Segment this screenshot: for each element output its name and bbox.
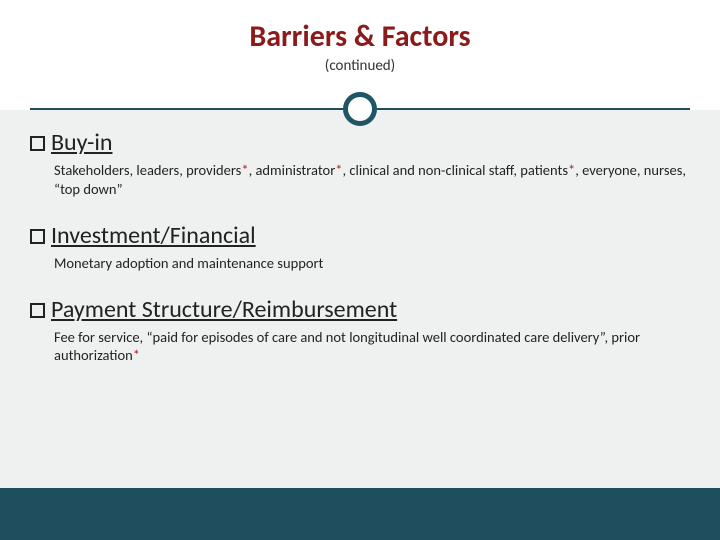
desc-part: Monetary adoption and maintenance suppor… [54,254,323,272]
checkbox-bullet-icon [30,229,45,244]
slide-subtitle: (continued) [0,57,720,75]
desc-part: Fee for service, “paid for episodes of c… [54,328,640,365]
footer-bar [0,488,720,540]
heading-text: Buy-in [51,128,112,157]
desc-part: , clinical and non-clinical staff, patie… [342,161,568,179]
checkbox-bullet-icon [30,303,45,318]
slide: Barriers & Factors (continued) Buy-in St… [0,0,720,540]
slide-title: Barriers & Factors [0,18,720,55]
asterisk-icon: * [133,346,140,364]
item-description: Stakeholders, leaders, providers*, admin… [54,161,690,199]
content: Buy-in Stakeholders, leaders, providers*… [30,128,690,387]
checkbox-bullet-icon [30,136,45,151]
item-description: Monetary adoption and maintenance suppor… [54,254,690,273]
list-item: Buy-in Stakeholders, leaders, providers*… [30,128,690,199]
asterisk-icon: * [241,161,248,179]
list-item: Investment/Financial Monetary adoption a… [30,221,690,273]
desc-part: Stakeholders, leaders, providers [54,161,241,179]
item-heading: Investment/Financial [30,221,690,250]
heading-text: Payment Structure/Reimbursement [51,295,397,324]
item-description: Fee for service, “paid for episodes of c… [54,328,690,366]
list-item: Payment Structure/Reimbursement Fee for … [30,295,690,366]
heading-text: Investment/Financial [51,221,256,250]
divider-ring-icon [343,92,377,126]
item-heading: Buy-in [30,128,690,157]
item-heading: Payment Structure/Reimbursement [30,295,690,324]
desc-part: , administrator [249,161,336,179]
